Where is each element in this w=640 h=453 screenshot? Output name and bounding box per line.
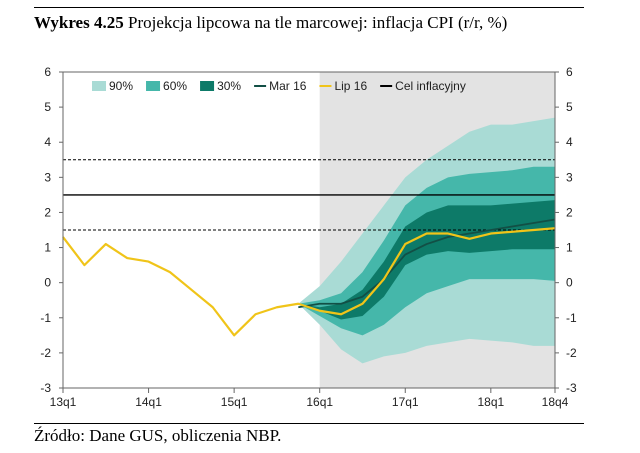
y-tick-label-right: 5 [566,100,573,114]
y-tick-label-left: 5 [44,100,51,114]
legend-label: Cel inflacyjny [395,79,466,93]
y-tick-label-right: 3 [566,170,573,184]
y-tick-label-left: 3 [44,170,51,184]
legend-swatch-60 [146,81,161,91]
legend-label: 60% [163,79,187,93]
y-tick-label-left: -2 [40,346,51,360]
y-tick-label-left: 0 [44,276,51,290]
legend-label: Lip 16 [334,79,367,93]
y-tick-label-right: 0 [566,276,573,290]
chart-title: Wykres 4.25 Projekcja lipcowa na tle mar… [34,11,594,34]
y-tick-label-left: 1 [44,241,51,255]
chart-number: Wykres 4.25 [34,13,124,32]
y-tick-label-right: -3 [566,381,577,395]
x-tick-label: 14q1 [135,395,162,409]
y-tick-label-left: 4 [44,135,51,149]
legend-swatch-90 [92,81,106,91]
bottom-rule [34,423,584,424]
plot-frame [62,71,556,389]
x-tick-label: 15q1 [221,395,248,409]
series-line-lip-16 [62,227,556,337]
legend-swatch-30 [200,81,215,91]
y-tick-label-right: 6 [566,65,573,79]
legend-label: 90% [109,79,133,93]
y-tick-label-left: 2 [44,205,51,219]
source-note: Źródło: Dane GUS, obliczenia NBP. [34,426,282,445]
y-tick-label-right: 1 [566,241,573,255]
y-tick-label-right: -1 [566,311,577,325]
y-tick-label-left: -3 [40,381,51,395]
legend-label: Mar 16 [269,79,307,93]
series-line-mar-16 [298,218,556,309]
x-tick-label: 17q1 [392,395,419,409]
y-tick-label-right: 2 [566,205,573,219]
y-tick-label-left: 6 [44,65,51,79]
y-tick-label-right: 4 [566,135,573,149]
x-tick-label: 16q1 [306,395,333,409]
x-tick-label: 13q1 [50,395,77,409]
x-tick-label: 18q4 [542,395,569,409]
y-tick-label-left: -1 [40,311,51,325]
chart-title-text: Projekcja lipcowa na tle marcowej: infla… [123,13,508,32]
legend-label: 30% [217,79,241,93]
x-tick-label: 18q1 [477,395,504,409]
y-tick-label-right: -2 [566,346,577,360]
top-rule [34,7,584,8]
